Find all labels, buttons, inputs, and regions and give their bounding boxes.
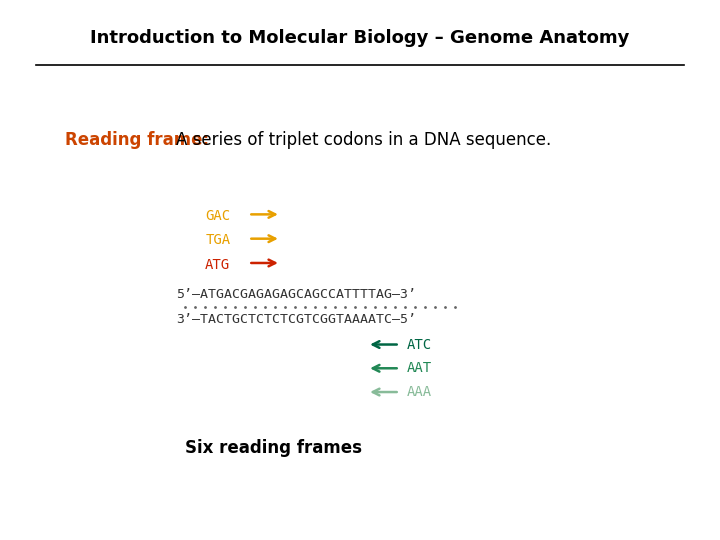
Text: GAC: GAC (205, 209, 230, 223)
Text: AAA: AAA (407, 385, 432, 399)
Text: Six reading frames: Six reading frames (185, 439, 362, 457)
Text: TGA: TGA (205, 233, 230, 247)
Text: 3’–TACTGCTCTCTCGTCGGTAAAATC–5’: 3’–TACTGCTCTCTCGTCGGTAAAATC–5’ (176, 313, 416, 326)
Text: Reading frame:: Reading frame: (65, 131, 209, 150)
Text: ATG: ATG (205, 258, 230, 272)
Text: Introduction to Molecular Biology – Genome Anatomy: Introduction to Molecular Biology – Geno… (90, 29, 630, 47)
Text: 5’–ATGACGAGAGAGCAGCCATTTTAG–3’: 5’–ATGACGAGAGAGCAGCCATTTTAG–3’ (176, 288, 416, 301)
Text: AAT: AAT (407, 361, 432, 375)
Text: ATC: ATC (407, 338, 432, 352)
Text: A series of triplet codons in a DNA sequence.: A series of triplet codons in a DNA sequ… (176, 131, 552, 150)
